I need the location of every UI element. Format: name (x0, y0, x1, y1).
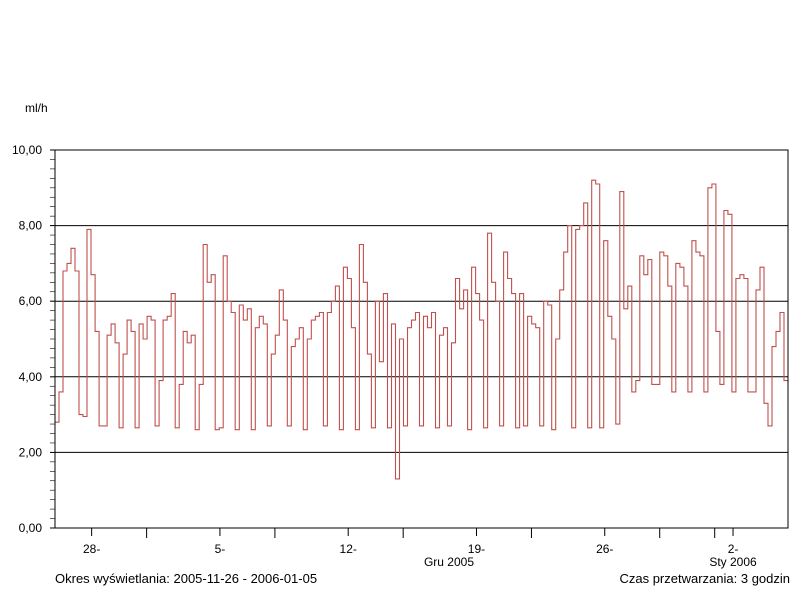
y-axis: 0,00 2,00 4,00 6,00 8,00 10,00 (12, 143, 55, 535)
y-tick-label: 4,00 (19, 370, 43, 384)
x-month-label: Sty 2006 (709, 555, 757, 569)
y-tick-label: 6,00 (19, 294, 43, 308)
x-axis: 28- 5- 12- 19- 26- 2- Gru 2005 Sty 2006 (83, 528, 757, 569)
display-period-text: Okres wyświetlania: 2005-11-26 - 2006-01… (55, 571, 318, 586)
x-month-label: Gru 2005 (424, 555, 474, 569)
x-tick-label: 5- (215, 542, 226, 556)
y-tick-label: 0,00 (19, 521, 43, 535)
x-tick-label: 28- (83, 542, 100, 556)
x-tick-label: 2- (728, 542, 739, 556)
processing-time-text: Czas przetwarzania: 3 godzin (619, 571, 790, 586)
x-tick-label: 26- (596, 542, 613, 556)
y-axis-label: ml/h (25, 101, 48, 115)
series-group (55, 179, 788, 480)
x-tick-label: 12- (340, 542, 357, 556)
y-tick-label: 2,00 (19, 445, 43, 459)
grid (55, 225, 788, 453)
y-tick-label: 8,00 (19, 219, 43, 233)
plot-frame (54, 149, 789, 529)
x-tick-label: 19- (468, 542, 485, 556)
y-tick-label: 10,00 (12, 143, 42, 157)
series-line (55, 179, 788, 480)
